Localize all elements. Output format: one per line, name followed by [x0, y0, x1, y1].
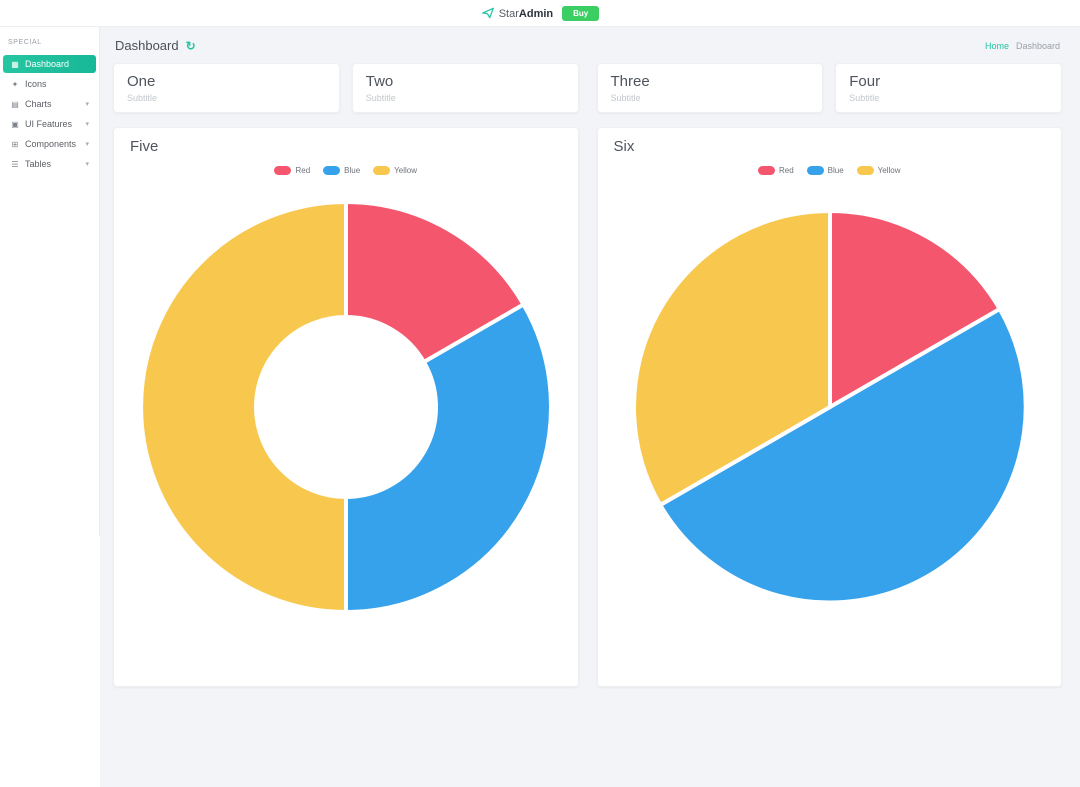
- sidebar-item-dashboard[interactable]: ▦ Dashboard: [3, 55, 96, 73]
- page-title: Dashboard: [115, 38, 179, 53]
- legend-label: Blue: [827, 165, 844, 175]
- stat-cards-row: One Subtitle Two Subtitle Three Subtitle…: [113, 63, 1062, 113]
- icons-icon: ✦: [11, 79, 19, 89]
- stat-card-subtitle: Subtitle: [849, 93, 880, 103]
- legend-label: Yellow: [877, 165, 901, 175]
- stat-card-subtitle: Subtitle: [365, 93, 396, 103]
- doughnut-slice-red[interactable]: [344, 199, 527, 365]
- sidebar-item-label: Components: [25, 139, 77, 149]
- doughnut-slice-yellow[interactable]: [139, 199, 348, 613]
- legend-label: Yellow: [394, 165, 418, 175]
- stat-card-three: Three Subtitle: [596, 63, 824, 113]
- sidebar-item-label: Charts: [25, 99, 52, 109]
- sidebar-item-tables[interactable]: ☰ Tables ▾: [3, 155, 96, 173]
- chart-cards-row: Five Red Blue Yellow Six Red Blue Yellow: [113, 127, 1062, 687]
- stat-card-title: One: [127, 73, 156, 90]
- stat-cards-left-group: One Subtitle Two Subtitle: [113, 63, 579, 113]
- legend-swatch: [323, 165, 341, 175]
- legend-label: Red: [778, 165, 794, 175]
- sidebar-item-label: Dashboard: [25, 59, 70, 69]
- stat-card-title: Four: [849, 73, 881, 90]
- legend-item-red[interactable]: Red: [757, 165, 794, 175]
- brand[interactable]: StarAdmin: [481, 4, 553, 22]
- pie-slice-yellow[interactable]: [631, 208, 832, 508]
- doughnut-slice-blue[interactable]: [344, 301, 554, 613]
- chart-canvas: [598, 183, 1062, 613]
- top-navbar: StarAdmin Buy: [0, 0, 1080, 27]
- chart-legend: Red Blue Yellow: [114, 161, 578, 179]
- doughnut-chart: [139, 199, 554, 613]
- stat-cards-right-group: Three Subtitle Four Subtitle: [596, 63, 1062, 113]
- chevron-down-icon: ▾: [85, 141, 89, 148]
- sidebar-item-icons[interactable]: ✦ Icons: [3, 75, 96, 93]
- navbar-action-button[interactable]: Buy: [562, 5, 600, 21]
- stat-card-title: Three: [610, 73, 650, 90]
- refresh-icon[interactable]: ↻: [185, 38, 196, 53]
- brand-suffix: Admin: [518, 8, 554, 20]
- sidebar-item-label: Icons: [25, 79, 47, 89]
- chart-canvas: [114, 183, 578, 613]
- brand-prefix: Star: [498, 8, 519, 20]
- legend-item-red[interactable]: Red: [274, 165, 311, 175]
- breadcrumb: Home Dashboard: [985, 41, 1060, 51]
- chart-title: Six: [613, 138, 635, 155]
- stat-card-title: Two: [365, 73, 394, 90]
- sidebar-item-label: UI Features: [25, 119, 73, 129]
- legend-label: Red: [295, 165, 311, 175]
- breadcrumb-home-link[interactable]: Home: [984, 40, 1009, 51]
- legend-item-blue[interactable]: Blue: [323, 165, 361, 175]
- chevron-down-icon: ▾: [85, 101, 89, 108]
- sidebar-section-label: SPECIAL: [8, 39, 42, 46]
- sidebar-item-label: Tables: [25, 159, 52, 169]
- paper-plane-logo-icon: [481, 6, 495, 20]
- stat-card-one: One Subtitle: [113, 63, 340, 113]
- legend-swatch: [274, 165, 292, 175]
- components-icon: ⊞: [11, 139, 19, 149]
- legend-item-yellow[interactable]: Yellow: [373, 165, 418, 175]
- sidebar: SPECIAL ▦ Dashboard ✦ Icons ▤ Charts ▾ ▣…: [0, 27, 100, 536]
- dashboard-icon: ▦: [11, 59, 19, 69]
- page-header: Dashboard ↻ Home Dashboard: [115, 38, 1060, 53]
- legend-item-yellow[interactable]: Yellow: [856, 165, 901, 175]
- pie-slice-red[interactable]: [827, 208, 1002, 411]
- ui-features-icon: ▣: [11, 119, 19, 129]
- chart-card-five: Five Red Blue Yellow: [113, 127, 579, 687]
- stat-card-four: Four Subtitle: [835, 63, 1062, 113]
- brand-text: StarAdmin: [499, 4, 553, 22]
- legend-swatch: [373, 165, 391, 175]
- tables-icon: ☰: [11, 159, 19, 169]
- legend-item-blue[interactable]: Blue: [806, 165, 844, 175]
- chart-card-six: Six Red Blue Yellow: [596, 127, 1062, 687]
- chart-title: Five: [130, 138, 159, 155]
- legend-label: Blue: [344, 165, 361, 175]
- chevron-down-icon: ▾: [85, 161, 89, 168]
- pie-chart: [631, 208, 1028, 605]
- stat-card-two: Two Subtitle: [351, 63, 579, 113]
- chevron-down-icon: ▾: [85, 121, 89, 128]
- legend-swatch: [806, 165, 824, 175]
- stat-card-subtitle: Subtitle: [610, 93, 641, 103]
- legend-swatch: [757, 165, 775, 175]
- breadcrumb-current: Dashboard: [1015, 40, 1060, 51]
- sidebar-item-ui-features[interactable]: ▣ UI Features ▾: [3, 115, 96, 133]
- sidebar-item-components[interactable]: ⊞ Components ▾: [3, 135, 96, 153]
- stat-card-subtitle: Subtitle: [127, 93, 158, 103]
- chart-legend: Red Blue Yellow: [598, 161, 1062, 179]
- sidebar-item-charts[interactable]: ▤ Charts ▾: [3, 95, 96, 113]
- legend-swatch: [856, 165, 874, 175]
- main-content: Dashboard ↻ Home Dashboard One Subtitle …: [100, 27, 1080, 787]
- chart-icon: ▤: [11, 99, 19, 109]
